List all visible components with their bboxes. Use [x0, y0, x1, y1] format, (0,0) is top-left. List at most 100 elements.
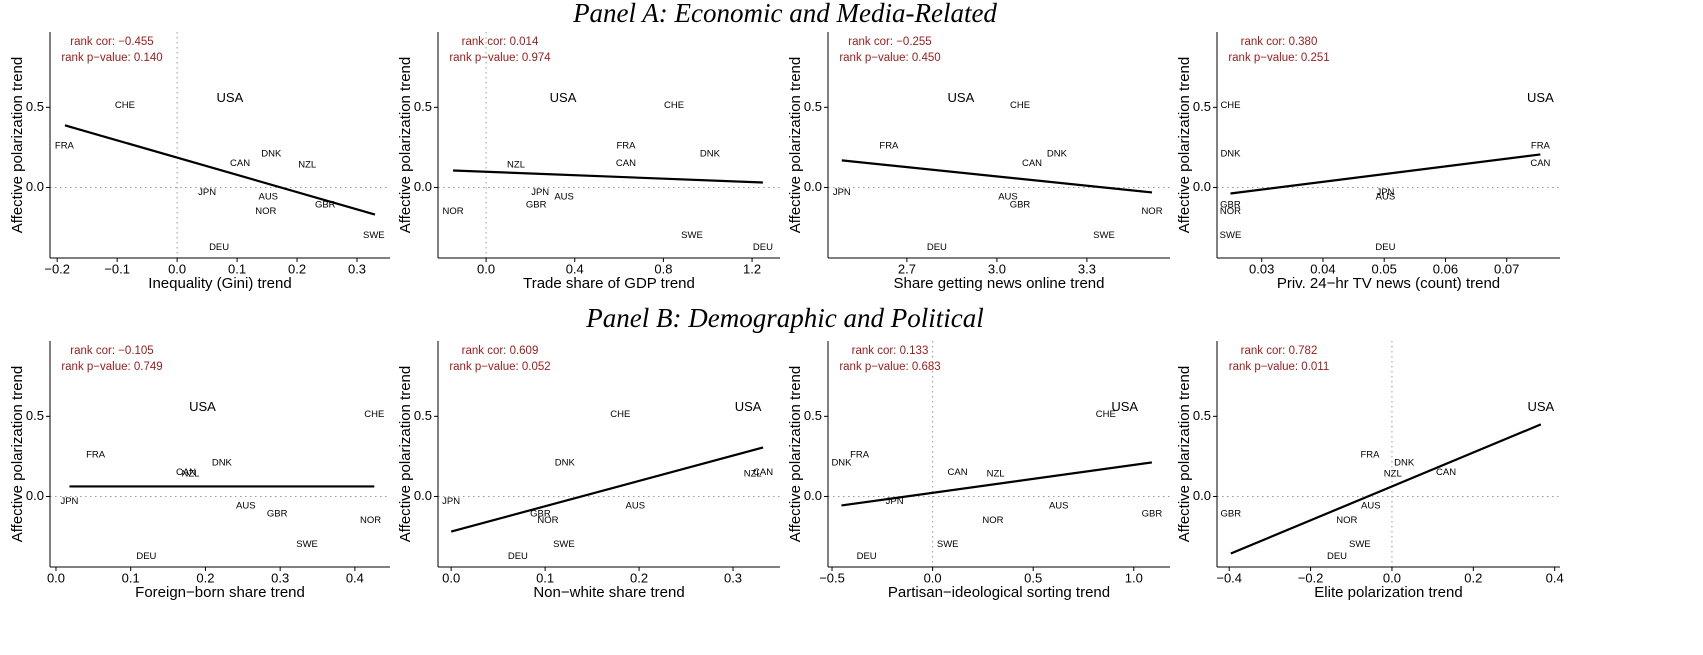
x-tick-label: 0.05: [1372, 261, 1397, 276]
x-tick-label: 0.3: [348, 261, 366, 276]
x-tick-label: 0.2: [196, 570, 214, 585]
x-axis-label: Inequality (Gini) trend: [148, 275, 291, 292]
point-label: NOR: [1141, 206, 1162, 217]
point-label: CHE: [1220, 100, 1240, 111]
y-tick-label: 0.0: [804, 488, 822, 503]
point-label: CHE: [664, 100, 684, 111]
annotation: rank p−value: 0.052: [449, 361, 550, 373]
point-label: JPN: [1376, 187, 1394, 198]
point-label: AUS: [258, 192, 278, 203]
point-label: GBR: [267, 509, 288, 520]
point-label: DEU: [1375, 242, 1395, 253]
point-label: DEU: [753, 242, 773, 253]
x-tick-label: 0.1: [536, 570, 554, 585]
y-tick-label: 0.0: [1193, 488, 1211, 503]
x-tick-label: −0.5: [819, 570, 845, 585]
y-tick-label: 0.5: [26, 99, 44, 114]
annotation: rank p−value: 0.140: [61, 52, 162, 64]
x-tick-label: 0.0: [168, 261, 186, 276]
point-label: CAN: [1022, 158, 1042, 169]
point-label: DNK: [700, 148, 721, 159]
y-tick-label: 0.5: [414, 99, 432, 114]
point-label: FRA: [55, 140, 75, 151]
x-tick-label: 1.2: [743, 261, 761, 276]
point-label: DEU: [209, 242, 229, 253]
y-tick-label: 0.0: [414, 488, 432, 503]
panel-title: Panel B: Demographic and Political: [585, 303, 983, 333]
point-label: AUS: [1376, 192, 1396, 203]
x-tick-label: 1.0: [1125, 570, 1143, 585]
x-tick-label: 0.1: [122, 570, 140, 585]
point-label: NOR: [537, 515, 558, 526]
point-label: NZL: [507, 160, 525, 171]
point-label: NOR: [255, 206, 276, 217]
x-tick-label: 2.7: [898, 261, 916, 276]
x-tick-label: 0.5: [1024, 570, 1042, 585]
point-label: GBR: [526, 200, 547, 211]
y-tick-label: 0.5: [414, 408, 432, 423]
point-label: NOR: [443, 206, 464, 217]
point-label: DEU: [508, 551, 528, 562]
point-label: NZL: [987, 469, 1005, 480]
point-label: USA: [189, 399, 216, 414]
point-label: GBR: [315, 200, 336, 211]
point-label: NOR: [360, 515, 381, 526]
x-tick-label: 0.04: [1310, 261, 1335, 276]
y-axis-label: Affective polarization trend: [787, 57, 804, 234]
point-label: GBR: [530, 509, 551, 520]
y-axis-label: Affective polarization trend: [9, 57, 26, 234]
point-label: SWE: [1220, 230, 1242, 241]
x-tick-label: 3.3: [1078, 261, 1096, 276]
x-axis-label: Foreign−born share trend: [135, 584, 305, 601]
y-tick-label: 0.0: [26, 179, 44, 194]
y-axis-label: Affective polarization trend: [397, 366, 414, 543]
point-label: SWE: [1093, 230, 1115, 241]
x-tick-label: 0.2: [630, 570, 648, 585]
point-label: NZL: [298, 160, 316, 171]
point-label: FRA: [850, 449, 870, 460]
point-label: CAN: [948, 467, 968, 478]
annotation: rank p−value: 0.011: [1229, 361, 1330, 373]
point-label: DEU: [927, 242, 947, 253]
trend-line: [1230, 153, 1541, 195]
annotation: rank p−value: 0.974: [449, 52, 551, 64]
point-label: GBR: [1220, 200, 1241, 211]
x-tick-label: 0.2: [1464, 570, 1482, 585]
trend-line: [64, 124, 376, 216]
x-tick-label: 0.0: [477, 261, 495, 276]
annotation: rank p−value: 0.251: [1228, 52, 1329, 64]
point-label: JPN: [833, 187, 851, 198]
x-tick-label: 0.4: [566, 261, 584, 276]
y-tick-label: 0.5: [804, 408, 822, 423]
x-tick-label: 0.3: [724, 570, 742, 585]
annotation: rank p−value: 0.450: [839, 52, 940, 64]
x-tick-label: −0.4: [1216, 570, 1242, 585]
point-label: GBR: [1221, 509, 1242, 520]
point-label: NZL: [744, 469, 762, 480]
x-tick-label: −0.1: [104, 261, 130, 276]
annotation: rank cor: −0.455: [70, 36, 153, 48]
x-tick-label: 0.0: [1383, 570, 1401, 585]
trend-line: [841, 461, 1153, 507]
point-label: GBR: [1142, 509, 1163, 520]
point-label: SWE: [681, 230, 703, 241]
point-label: JPN: [442, 496, 460, 507]
annotation: rank cor: 0.133: [852, 345, 929, 357]
point-label: USA: [550, 90, 577, 105]
x-tick-label: −0.2: [44, 261, 70, 276]
point-label: NZL: [182, 469, 200, 480]
x-tick-label: 0.03: [1249, 261, 1274, 276]
point-label: DNK: [212, 457, 233, 468]
point-label: AUS: [1049, 501, 1069, 512]
point-label: AUS: [236, 501, 256, 512]
point-label: USA: [1527, 90, 1554, 105]
x-tick-label: 0.0: [924, 570, 942, 585]
x-axis-label: Partisan−ideological sorting trend: [888, 584, 1110, 601]
point-label: CAN: [1436, 467, 1456, 478]
annotation: rank cor: 0.609: [462, 345, 539, 357]
annotation: rank cor: 0.380: [1241, 36, 1318, 48]
annotation: rank cor: 0.782: [1241, 345, 1318, 357]
x-tick-label: 0.8: [654, 261, 672, 276]
y-tick-label: 0.0: [26, 488, 44, 503]
point-label: CAN: [753, 467, 773, 478]
